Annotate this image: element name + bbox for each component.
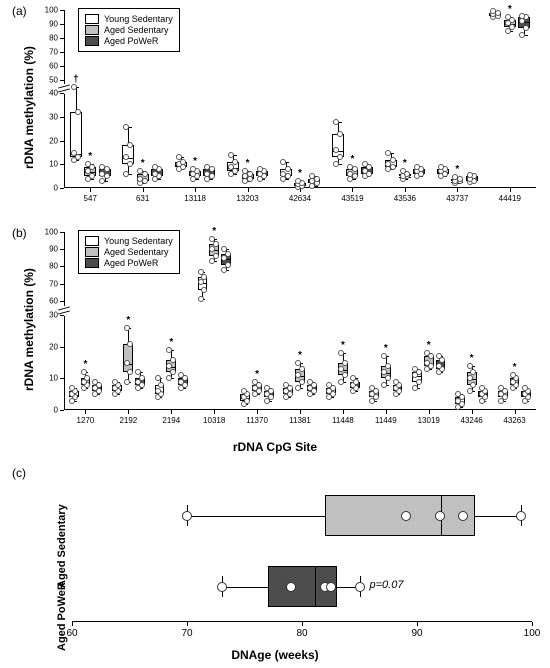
boxplot-box (123, 344, 133, 372)
significance-mark: † (73, 74, 79, 85)
significance-mark: * (298, 350, 302, 361)
significance-mark: * (246, 158, 250, 169)
significance-mark: * (513, 362, 517, 373)
ytick-label: 30 (49, 113, 58, 122)
ytick-label: 80 (49, 34, 58, 43)
xtick-label: 2194 (162, 416, 180, 425)
panel-c: (c) 60708090100p=0.07 DNAge (weeks) Aged… (8, 466, 542, 662)
xtick-label: 10318 (203, 416, 225, 425)
xtick-label: 11449 (375, 416, 397, 425)
xtick-label: 42634 (289, 194, 311, 203)
panel-c-xlabel: DNAge (weeks) (175, 648, 375, 662)
ycategory-label: Aged Sedentary (56, 504, 68, 588)
xtick-label: 70 (181, 628, 192, 639)
panel-b-ylabel: rDNA methylation (%) (22, 268, 36, 391)
xtick-label: 44419 (499, 194, 521, 203)
significance-mark: * (350, 154, 354, 165)
xtick-label: 11370 (246, 416, 268, 425)
ytick-label: 10 (49, 160, 58, 169)
significance-mark: * (470, 353, 474, 364)
panel-a-ylabel: rDNA methylation (%) (22, 46, 36, 169)
panel-c-label: (c) (12, 466, 26, 480)
chart-a: 0102030405060708090100547†*631*13118*132… (64, 10, 536, 188)
significance-mark: * (84, 359, 88, 370)
ytick-label: 70 (49, 279, 58, 288)
xtick-label: 43536 (394, 194, 416, 203)
ytick-label: 90 (49, 20, 58, 29)
xtick-label: 11381 (289, 416, 311, 425)
xtick-label: 13118 (184, 194, 206, 203)
xtick-label: 1270 (77, 416, 95, 425)
ytick-label: 30 (49, 311, 58, 320)
significance-mark: * (169, 337, 173, 348)
significance-mark: * (384, 343, 388, 354)
significance-mark: * (508, 4, 512, 15)
panel-b-xlabel: rDNA CpG Site (175, 440, 375, 454)
ytick-label: 80 (49, 262, 58, 271)
ytick-label: 70 (49, 48, 58, 57)
significance-mark: * (255, 369, 259, 380)
xtick-label: 43246 (461, 416, 483, 425)
ytick-label: 100 (45, 6, 58, 15)
pvalue-text: p=0.07 (370, 579, 404, 591)
ytick-label: 50 (49, 76, 58, 85)
ytick-label: 20 (49, 342, 58, 351)
significance-mark: * (212, 226, 216, 237)
xtick-label: 631 (136, 194, 149, 203)
significance-mark: * (126, 315, 130, 326)
ytick-label: 60 (49, 62, 58, 71)
panel-b: (b) rDNA methylation (%) Young Sedentary… (8, 226, 542, 454)
significance-mark: * (193, 156, 197, 167)
xtick-label: 11448 (332, 416, 354, 425)
xtick-label: 547 (84, 194, 97, 203)
significance-mark: * (341, 340, 345, 351)
panel-b-label: (b) (12, 226, 27, 240)
significance-mark: * (455, 164, 459, 175)
xtick-label: 2192 (119, 416, 137, 425)
xtick-label: 43263 (503, 416, 525, 425)
xtick-label: 90 (411, 628, 422, 639)
xtick-label: 13019 (418, 416, 440, 425)
ytick-label: 60 (49, 296, 58, 305)
xtick-label: 60 (66, 628, 77, 639)
ytick-label: 10 (49, 374, 58, 383)
significance-mark: * (298, 168, 302, 179)
panel-a: (a) rDNA methylation (%) Young Sedentary… (8, 4, 542, 214)
ytick-label: 40 (49, 89, 58, 98)
xtick-label: 100 (524, 628, 541, 639)
significance-mark: * (88, 151, 92, 162)
chart-b: 0102030607080901001270*2192*2194*10318*1… (64, 232, 536, 410)
xtick-label: 13203 (236, 194, 258, 203)
xtick-label: 43737 (446, 194, 468, 203)
xtick-label: 43519 (341, 194, 363, 203)
ytick-label: 20 (49, 136, 58, 145)
xtick-label: 80 (296, 628, 307, 639)
significance-mark: * (427, 340, 431, 351)
ycategory-label: Aged PoWeR (56, 582, 68, 651)
chart-c: 60708090100p=0.07 (72, 480, 532, 622)
ytick-label: 100 (45, 228, 58, 237)
significance-mark: * (141, 158, 145, 169)
ytick-label: 90 (49, 245, 58, 254)
significance-mark: * (403, 158, 407, 169)
ytick-label: 0 (54, 184, 58, 193)
panel-a-label: (a) (12, 4, 27, 18)
ytick-label: 0 (54, 406, 58, 415)
